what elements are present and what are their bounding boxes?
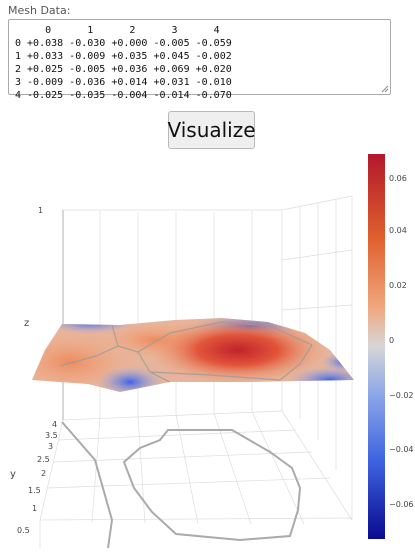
y-tick: 2: [41, 469, 46, 478]
mesh-data-label: Mesh Data:: [8, 4, 71, 17]
plot-grid: [39, 195, 353, 548]
mesh-data-textarea[interactable]: 0 1 2 3 4 0 +0.038 -0.030 +0.000 -0.005 …: [8, 19, 391, 101]
colorbar-tick: 0.04: [389, 226, 407, 235]
floor-contour: [61, 421, 302, 549]
resize-grip-icon[interactable]: [381, 85, 389, 93]
y-axis-ticks: 4 3.5 3 2.5 2 1.5 1 0.5: [17, 420, 58, 535]
colorbar-tick: −0.04: [389, 445, 414, 454]
y-axis-label: y: [10, 469, 16, 480]
z-axis-label: z: [24, 318, 29, 329]
colorbar-tick: 0: [389, 336, 394, 345]
y-tick: 1.5: [28, 486, 41, 495]
y-tick: 0.5: [17, 526, 30, 535]
colorbar-tick: −0.06: [389, 500, 414, 509]
colorbar-tick: −0.02: [389, 391, 414, 400]
y-tick: 2.5: [37, 455, 50, 464]
y-tick: 1: [32, 504, 37, 513]
y-tick: 3: [48, 442, 53, 451]
colorbar-tick: 0.02: [389, 281, 407, 290]
mesh-data-text: 0 1 2 3 4 0 +0.038 -0.030 +0.000 -0.005 …: [15, 25, 232, 101]
y-tick: 4: [52, 420, 57, 429]
visualize-button[interactable]: Visualize: [167, 111, 256, 149]
y-tick: 3.5: [45, 431, 58, 440]
colorbar-tick: 0.06: [389, 174, 407, 183]
z-tick-1: 1: [38, 206, 43, 215]
colorbar-ticks: 0.06 0.04 0.02 0 −0.02 −0.04 −0.06: [389, 174, 414, 509]
surface-mesh: [32, 318, 354, 392]
surface-plot[interactable]: z y 1 4 3.5 3 2.5 2 1.5 1 0.5 0.06 0.04 …: [0, 150, 415, 555]
colorbar: [368, 154, 385, 539]
